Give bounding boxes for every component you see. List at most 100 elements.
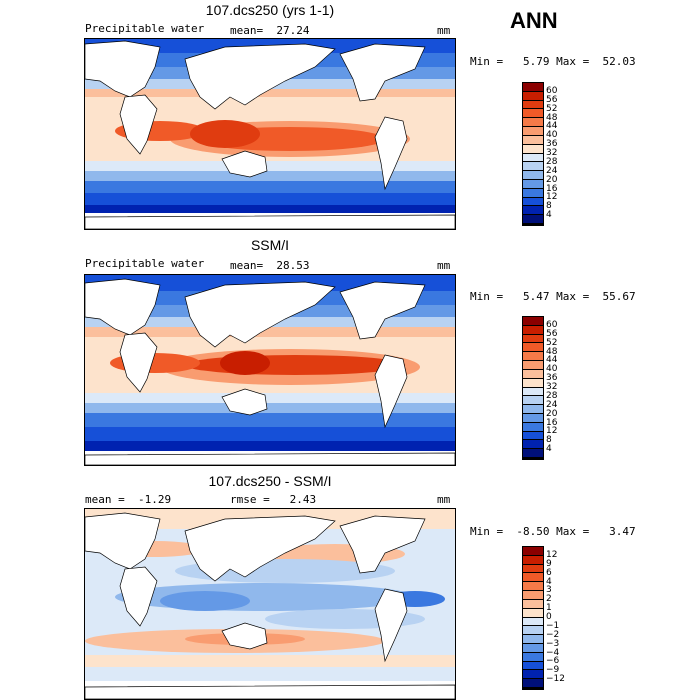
panel-2-title: SSM/I bbox=[250, 237, 290, 253]
colorbar-swatch bbox=[523, 162, 543, 172]
colorbar-tick-label: 32 bbox=[546, 382, 558, 392]
colorbar-swatch bbox=[523, 608, 543, 618]
panel-3-colorbar bbox=[522, 546, 544, 690]
colorbar-tick-label: 60 bbox=[546, 85, 558, 96]
colorbar-swatch bbox=[523, 413, 543, 423]
colorbar-tick-label: 12 bbox=[546, 549, 558, 560]
colorbar-swatch bbox=[523, 626, 543, 636]
panel-1-title: 107.dcs250 (yrs 1-1) bbox=[205, 2, 335, 18]
colorbar-swatch bbox=[523, 188, 543, 198]
colorbar-tick-label: 36 bbox=[546, 373, 558, 384]
panel-3-units: mm bbox=[437, 493, 451, 506]
season-label: ANN bbox=[510, 8, 558, 33]
colorbar-tick-label: 20 bbox=[546, 174, 558, 185]
colorbar-swatch bbox=[523, 83, 543, 92]
colorbar-swatch bbox=[523, 378, 543, 388]
colorbar-tick-label: 48 bbox=[546, 112, 558, 123]
colorbar-tick-label: 16 bbox=[546, 183, 558, 194]
panel-2-colorbar-ticks: 60 56 52 48 44 40 36 32 28 24 20 16 12 8 4 bbox=[546, 316, 576, 458]
colorbar-tick-label: 12 bbox=[546, 426, 558, 437]
colorbar-tick-label: 12 bbox=[546, 192, 558, 203]
colorbar-swatch bbox=[523, 91, 543, 101]
colorbar-swatch bbox=[523, 100, 543, 110]
colorbar-tick-label: 20 bbox=[546, 408, 558, 419]
colorbar-tick-label: 52 bbox=[546, 337, 558, 348]
panel-3-title: 107.dcs250 - SSM/I bbox=[208, 473, 332, 489]
colorbar-tick-label: 28 bbox=[546, 156, 558, 167]
colorbar-tick-label: 4 bbox=[546, 576, 552, 587]
colorbar-swatch bbox=[523, 118, 543, 128]
colorbar-swatch bbox=[523, 361, 543, 370]
colorbar-swatch bbox=[523, 317, 543, 326]
colorbar-swatch bbox=[523, 171, 543, 180]
colorbar-swatch bbox=[523, 573, 543, 583]
panel-1-colorbar bbox=[522, 82, 544, 226]
colorbar-tick-label: −4 bbox=[546, 647, 560, 658]
colorbar-swatch bbox=[523, 547, 543, 556]
panel-3-colorbar-ticks: 12 9 6 4 3 2 1 0 −1 −2 −3 −4 −6 −9 −12 bbox=[546, 546, 576, 688]
panel-1-variable-label: Precipitable water bbox=[85, 22, 205, 35]
colorbar-swatch bbox=[523, 135, 543, 145]
colorbar-swatch bbox=[523, 449, 543, 458]
panel-2-units: mm bbox=[437, 259, 451, 272]
colorbar-swatch bbox=[523, 369, 543, 379]
panel-1-mean-label: mean= 27.24 bbox=[230, 24, 310, 37]
colorbar-swatch bbox=[523, 197, 543, 207]
panel-3-rmse-label: rmse = 2.43 bbox=[230, 493, 317, 506]
panel-1-colorbar-ticks: 60 56 52 48 44 40 36 32 28 24 20 16 12 8 4 bbox=[546, 82, 576, 224]
colorbar-tick-label: 0 bbox=[546, 612, 552, 622]
colorbar-tick-label: 44 bbox=[546, 121, 558, 132]
colorbar-tick-label: 52 bbox=[546, 103, 558, 114]
colorbar-swatch bbox=[523, 153, 543, 163]
colorbar-swatch bbox=[523, 352, 543, 362]
colorbar-tick-label: −9 bbox=[546, 665, 560, 676]
colorbar-tick-label: 9 bbox=[546, 558, 552, 569]
colorbar-tick-label: 4 bbox=[546, 210, 552, 221]
colorbar-tick-label: 2 bbox=[546, 594, 552, 605]
colorbar-tick-label: 16 bbox=[546, 417, 558, 428]
colorbar-tick-label: 3 bbox=[546, 585, 552, 596]
colorbar-tick-label: 28 bbox=[546, 390, 558, 401]
panel-2-map-svg bbox=[85, 275, 455, 465]
colorbar-swatch bbox=[523, 343, 543, 353]
panel-2-colorbar bbox=[522, 316, 544, 460]
panel-2-minmax: Min = 5.47 Max = 55.67 bbox=[470, 290, 636, 303]
colorbar-swatch bbox=[523, 334, 543, 344]
colorbar-swatch bbox=[523, 582, 543, 592]
colorbar-swatch bbox=[523, 652, 543, 662]
colorbar-swatch bbox=[523, 396, 543, 406]
colorbar-tick-label: −3 bbox=[546, 638, 560, 649]
panel-1-map bbox=[84, 38, 456, 230]
panel-1-map-svg bbox=[85, 39, 455, 229]
colorbar-tick-label: 32 bbox=[546, 148, 558, 158]
colorbar-swatch bbox=[523, 109, 543, 119]
panel-2-mean-label: mean= 28.53 bbox=[230, 259, 310, 272]
colorbar-swatch bbox=[523, 670, 543, 680]
colorbar-swatch bbox=[523, 661, 543, 671]
colorbar-tick-label: 24 bbox=[546, 399, 558, 410]
colorbar-tick-label: 40 bbox=[546, 364, 558, 375]
colorbar-tick-label: −6 bbox=[546, 656, 560, 667]
colorbar-tick-label: 36 bbox=[546, 139, 558, 150]
colorbar-swatch bbox=[523, 179, 543, 189]
panel-3-mean-label: mean = -1.29 bbox=[85, 493, 172, 506]
colorbar-tick-label: 60 bbox=[546, 319, 558, 330]
colorbar-swatch bbox=[523, 555, 543, 565]
colorbar-swatch bbox=[523, 679, 543, 688]
colorbar-swatch bbox=[523, 564, 543, 574]
panel-2-variable-label: Precipitable water bbox=[85, 257, 205, 270]
colorbar-swatch bbox=[523, 144, 543, 154]
panel-3-minmax: Min = -8.50 Max = 3.47 bbox=[470, 525, 636, 538]
colorbar-swatch bbox=[523, 635, 543, 644]
colorbar-swatch bbox=[523, 405, 543, 414]
colorbar-swatch bbox=[523, 431, 543, 441]
colorbar-swatch bbox=[523, 325, 543, 335]
colorbar-tick-label: −12 bbox=[546, 674, 565, 685]
colorbar-swatch bbox=[523, 591, 543, 600]
colorbar-swatch bbox=[523, 422, 543, 432]
colorbar-tick-label: −2 bbox=[546, 629, 560, 640]
colorbar-swatch bbox=[523, 387, 543, 397]
colorbar-tick-label: 44 bbox=[546, 355, 558, 366]
colorbar-tick-label: 24 bbox=[546, 165, 558, 176]
colorbar-tick-label: 40 bbox=[546, 130, 558, 141]
